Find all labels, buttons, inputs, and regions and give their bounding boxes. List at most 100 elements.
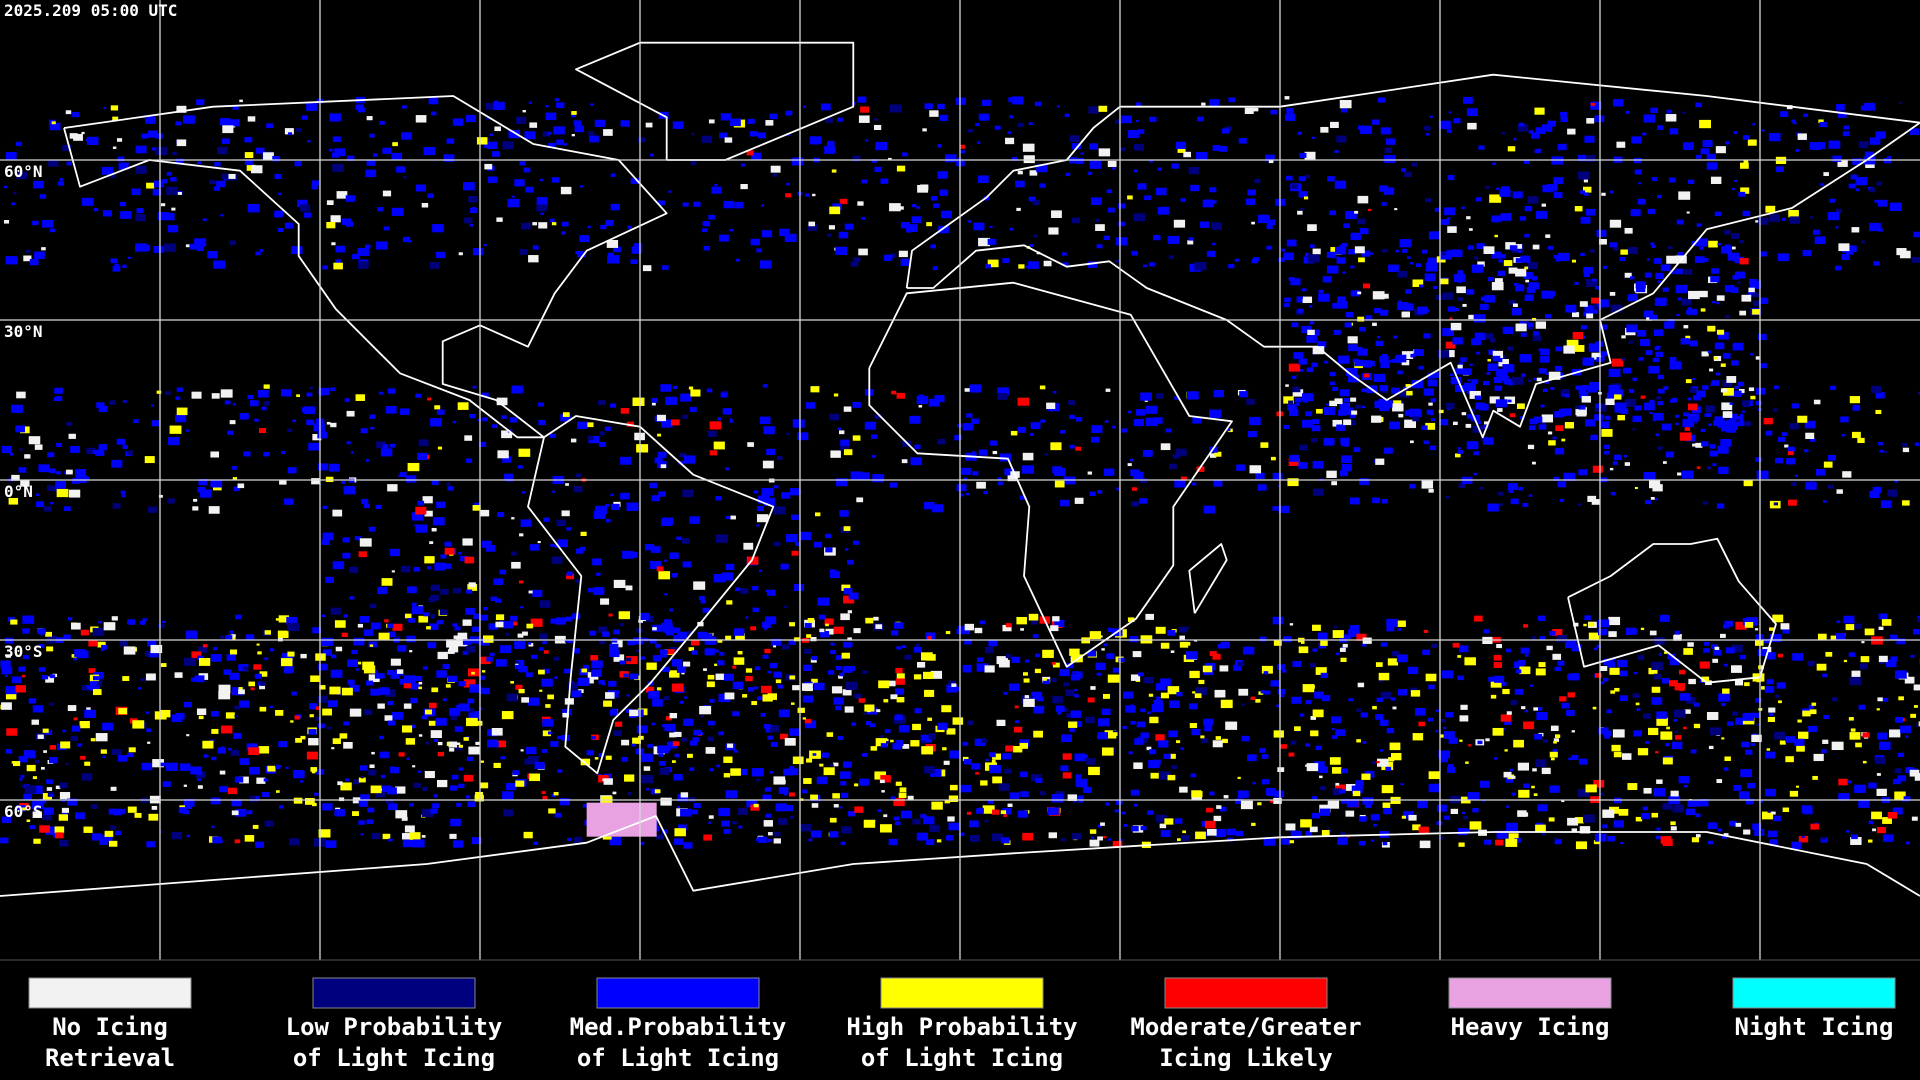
icing-pixel [829,817,837,823]
icing-pixel [1508,267,1518,274]
icing-pixel [1370,814,1380,821]
icing-pixel [479,707,483,710]
icing-pixel [475,791,484,798]
icing-pixel [88,668,96,674]
icing-pixel [311,770,316,774]
icing-pixel [321,539,330,545]
icing-pixel [1300,207,1305,211]
icing-pixel [92,450,99,455]
icing-pixel [983,490,988,495]
icing-pixel [716,764,721,768]
icing-pixel [463,774,474,782]
icing-pixel [737,808,748,815]
icing-pixel [1567,692,1575,698]
icing-pixel [1556,635,1567,643]
icing-pixel [1712,463,1717,467]
icing-pixel [918,394,924,399]
icing-pixel [425,741,430,745]
icing-pixel [745,668,753,673]
icing-pixel [480,656,491,665]
icing-pixel [1259,748,1266,753]
icing-pixel [1401,311,1410,318]
icing-pixel [840,439,849,446]
icing-pixel [1074,688,1078,691]
icing-pixel [410,724,416,729]
icing-pixel [1476,243,1485,249]
icing-pixel [427,642,437,649]
icing-pixel [1748,287,1755,293]
icing-pixel [1023,155,1035,164]
icing-pixel [1622,367,1632,374]
icing-pixel [673,838,684,845]
icing-pixel [18,755,28,763]
icing-pixel [1656,779,1663,784]
icing-pixel [89,680,98,686]
icing-pixel [651,402,656,406]
icing-pixel [841,826,852,834]
icing-pixel [1655,751,1659,754]
icing-pixel [847,559,854,565]
icing-pixel [556,519,566,527]
icing-pixel [1356,633,1367,641]
icing-pixel [482,417,488,422]
icing-pixel [1031,691,1043,700]
icing-pixel [446,639,458,648]
icing-pixel [759,260,772,269]
icing-pixel [1483,629,1490,634]
icing-pixel [311,478,321,485]
icing-pixel [458,744,464,748]
icing-pixel [1299,713,1305,717]
icing-pixel [1701,441,1709,447]
icing-pixel [629,709,639,717]
icing-pixel [981,99,991,106]
icing-pixel [1816,663,1827,671]
icing-pixel [315,716,321,721]
icing-pixel [538,669,545,675]
icing-pixel [1752,823,1762,831]
icing-pixel [912,818,921,825]
icing-pixel [711,186,722,194]
icing-pixel [1554,734,1561,739]
icing-pixel [1270,109,1277,115]
icing-pixel [8,497,19,505]
icing-pixel [1740,769,1752,778]
icing-pixel [1649,411,1653,415]
icing-pixel [1350,232,1361,241]
icing-pixel [517,465,523,469]
icing-pixel [1527,196,1539,204]
icing-pixel [429,541,434,545]
icing-pixel [1382,249,1388,253]
icing-pixel [1674,735,1682,740]
icing-pixel [1002,753,1012,760]
icing-pixel [207,251,218,259]
icing-pixel [1507,399,1512,403]
icing-pixel [543,650,549,654]
icing-pixel [1772,614,1784,623]
icing-pixel [1721,737,1725,740]
icing-pixel [1464,657,1476,666]
icing-pixel [1116,487,1121,491]
icing-pixel [647,743,653,748]
icing-pixel [1497,408,1503,412]
icing-pixel [1494,385,1503,391]
icing-pixel [789,792,795,797]
icing-pixel [791,514,799,520]
icing-pixel [1412,733,1424,741]
icing-pixel [839,510,849,517]
icing-pixel [1617,414,1626,421]
icing-pixel [436,501,446,508]
icing-pixel [149,651,159,658]
icing-pixel [369,764,375,769]
icing-pixel [660,464,667,469]
icing-pixel [1097,732,1109,740]
icing-pixel [1461,811,1465,815]
icing-pixel [1310,716,1316,720]
icing-pixel [1034,101,1042,107]
icing-pixel [31,800,44,809]
icing-pixel [479,675,486,680]
icing-pixel [1781,217,1787,221]
icing-pixel [1765,205,1776,213]
icing-pixel [767,670,772,674]
icing-pixel [1263,837,1276,846]
icing-pixel [1375,340,1384,347]
